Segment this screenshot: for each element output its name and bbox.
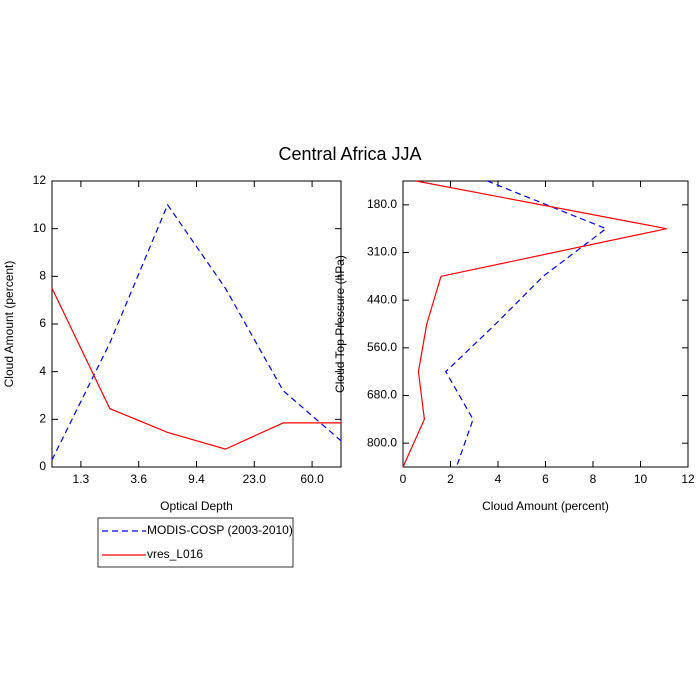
x-tick-label: 12 xyxy=(681,472,695,486)
y-tick-label: 310.0 xyxy=(367,245,397,259)
y-tick-label: 560.0 xyxy=(367,340,397,354)
legend-box xyxy=(97,517,294,568)
data-line xyxy=(51,203,342,461)
y-axis-label: Cloud Top Pressure (hPa) xyxy=(333,255,347,393)
x-tick-label: 4 xyxy=(495,472,502,486)
x-tick-label: 10 xyxy=(634,472,648,486)
y-tick-label: 2 xyxy=(39,412,46,426)
y-tick-label: 12 xyxy=(33,173,47,187)
chart-title: Central Africa JJA xyxy=(278,144,421,164)
y-tick-label: 10 xyxy=(33,221,47,235)
x-tick-label: 6 xyxy=(542,472,549,486)
x-axis-label: Optical Depth xyxy=(160,499,233,513)
x-tick-label: 0 xyxy=(400,472,407,486)
data-line xyxy=(51,287,341,450)
x-tick-label: 9.4 xyxy=(188,472,205,486)
x-tick-label: 3.6 xyxy=(130,472,147,486)
x-tick-label: 2 xyxy=(447,472,454,486)
y-axis-label: Cloud Amount (percent) xyxy=(2,261,16,388)
y-tick-label: 6 xyxy=(39,316,46,330)
y-tick-label: 440.0 xyxy=(367,292,397,306)
x-tick-label: 8 xyxy=(590,472,597,486)
y-tick-label: 680.0 xyxy=(367,388,397,402)
data-line xyxy=(402,180,667,468)
y-tick-label: 800.0 xyxy=(367,435,397,449)
y-tick-label: 180.0 xyxy=(367,197,397,211)
data-line xyxy=(444,180,608,468)
x-axis-label: Cloud Amount (percent) xyxy=(482,499,609,513)
x-tick-label: 60.0 xyxy=(300,472,324,486)
legend-label: MODIS-COSP (2003-2010) xyxy=(147,523,293,537)
legend-label: vres_L016 xyxy=(147,547,203,561)
y-tick-label: 0 xyxy=(39,459,46,473)
x-tick-label: 1.3 xyxy=(73,472,90,486)
x-tick-label: 23.0 xyxy=(243,472,267,486)
y-tick-label: 8 xyxy=(39,269,46,283)
y-tick-label: 4 xyxy=(39,364,46,378)
